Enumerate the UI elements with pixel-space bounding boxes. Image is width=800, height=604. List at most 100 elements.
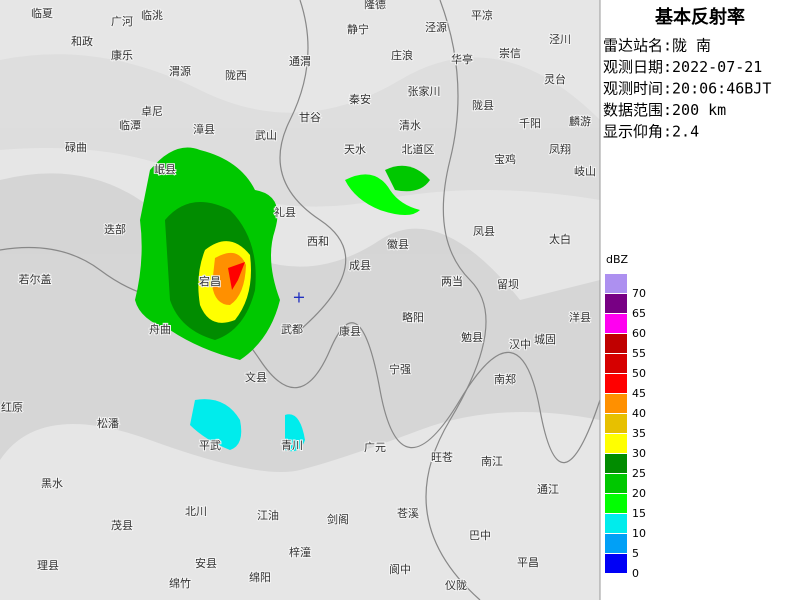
legend-label: 55 (632, 347, 646, 360)
place-label: 北道区 (402, 142, 435, 156)
legend-swatch (605, 554, 627, 573)
place-label: 文县 (245, 370, 267, 384)
info-line: 观测时间:20:06:46BJT (603, 80, 771, 98)
legend-swatch (605, 314, 627, 333)
place-label: 庄浪 (391, 48, 413, 62)
legend-label: 35 (632, 427, 646, 440)
legend-swatch (605, 334, 627, 353)
place-label: 临洮 (141, 8, 163, 22)
place-label: 麟游 (569, 114, 591, 128)
place-label: 青川 (281, 439, 303, 452)
legend-label: 30 (632, 447, 646, 460)
place-label: 临夏 (31, 6, 53, 20)
place-label: 通江 (537, 483, 559, 496)
place-label: 宕昌 (199, 274, 221, 288)
place-label: 平武 (199, 439, 221, 452)
place-label: 安县 (195, 556, 217, 570)
place-label: 和政 (71, 34, 93, 48)
legend-swatch (605, 474, 627, 493)
place-label: 成县 (349, 259, 371, 272)
radar-center-mark: + (292, 288, 305, 307)
place-label: 甘谷 (299, 111, 321, 124)
place-label: 静宁 (347, 22, 369, 36)
place-label: 灵台 (544, 72, 566, 86)
place-label: 渭源 (169, 64, 191, 78)
place-label: 陇西 (225, 68, 247, 82)
place-label: 华亭 (451, 52, 473, 66)
place-label: 康乐 (111, 48, 133, 62)
place-label: 陇县 (472, 98, 494, 112)
legend-swatch (605, 534, 627, 553)
place-label: 茂县 (111, 518, 133, 532)
place-label: 松潘 (97, 416, 119, 430)
place-label: 巴中 (469, 529, 491, 542)
place-label: 武都 (281, 323, 303, 336)
legend-swatch (605, 494, 627, 513)
place-label: 临潭 (119, 118, 141, 132)
info-line: 观测日期:2022-07-21 (603, 58, 762, 76)
place-label: 城固 (534, 333, 556, 346)
info-line: 数据范围:200 km (603, 101, 726, 119)
place-label: 千阳 (519, 117, 541, 130)
place-label: 平昌 (517, 556, 539, 569)
legend-label: 10 (632, 527, 646, 540)
legend-label: 15 (632, 507, 646, 520)
place-label: 迭部 (104, 222, 126, 236)
legend-label: 25 (632, 467, 646, 480)
place-label: 太白 (549, 232, 571, 246)
place-label: 阆中 (389, 562, 411, 576)
place-label: 平凉 (471, 8, 493, 22)
place-label: 清水 (399, 119, 421, 132)
place-label: 剑阁 (327, 512, 349, 526)
legend-swatch (605, 454, 627, 473)
place-label: 宝鸡 (494, 152, 516, 166)
place-label: 岐山 (574, 165, 596, 178)
place-label: 红原 (1, 401, 23, 414)
legend-label: 40 (632, 407, 646, 420)
place-label: 崇信 (499, 47, 521, 60)
place-label: 凤翔 (549, 142, 571, 156)
place-label: 康县 (339, 324, 361, 338)
place-label: 泾源 (425, 20, 447, 34)
place-label: 南江 (481, 455, 503, 468)
legend-unit: dBZ (606, 253, 629, 266)
place-label: 天水 (344, 143, 366, 156)
place-label: 隆德 (364, 0, 386, 11)
legend-label: 5 (632, 547, 639, 560)
place-label: 通渭 (289, 55, 311, 68)
place-label: 汉中 (509, 338, 531, 351)
place-label: 漳县 (193, 122, 215, 136)
place-label: 广河 (111, 15, 133, 28)
place-label: 绵竹 (169, 576, 191, 590)
place-label: 宁强 (389, 362, 411, 376)
legend-label: 20 (632, 487, 646, 500)
place-label: 西和 (307, 235, 329, 248)
place-label: 勉县 (461, 330, 483, 344)
panel-title: 基本反射率 (654, 6, 745, 28)
place-label: 黑水 (41, 477, 63, 490)
place-label: 南郑 (494, 372, 516, 386)
legend-swatch (605, 354, 627, 373)
legend-label: 70 (632, 287, 646, 300)
info-panel (600, 0, 800, 600)
place-label: 江油 (257, 508, 279, 522)
place-label: 武山 (255, 129, 277, 142)
legend-swatch (605, 374, 627, 393)
place-label: 泾川 (549, 33, 571, 46)
info-line: 显示仰角:2.4 (603, 123, 699, 141)
legend-swatch (605, 414, 627, 433)
legend-label: 60 (632, 327, 646, 340)
place-label: 绵阳 (249, 570, 271, 584)
place-label: 徽县 (387, 237, 409, 251)
legend-swatch (605, 434, 627, 453)
place-label: 卓尼 (141, 105, 163, 118)
legend-swatch (605, 274, 627, 293)
place-label: 梓潼 (289, 545, 311, 559)
place-label: 广元 (364, 441, 386, 454)
legend-label: 0 (632, 567, 639, 580)
place-label: 秦安 (349, 92, 371, 106)
legend-swatch (605, 514, 627, 533)
